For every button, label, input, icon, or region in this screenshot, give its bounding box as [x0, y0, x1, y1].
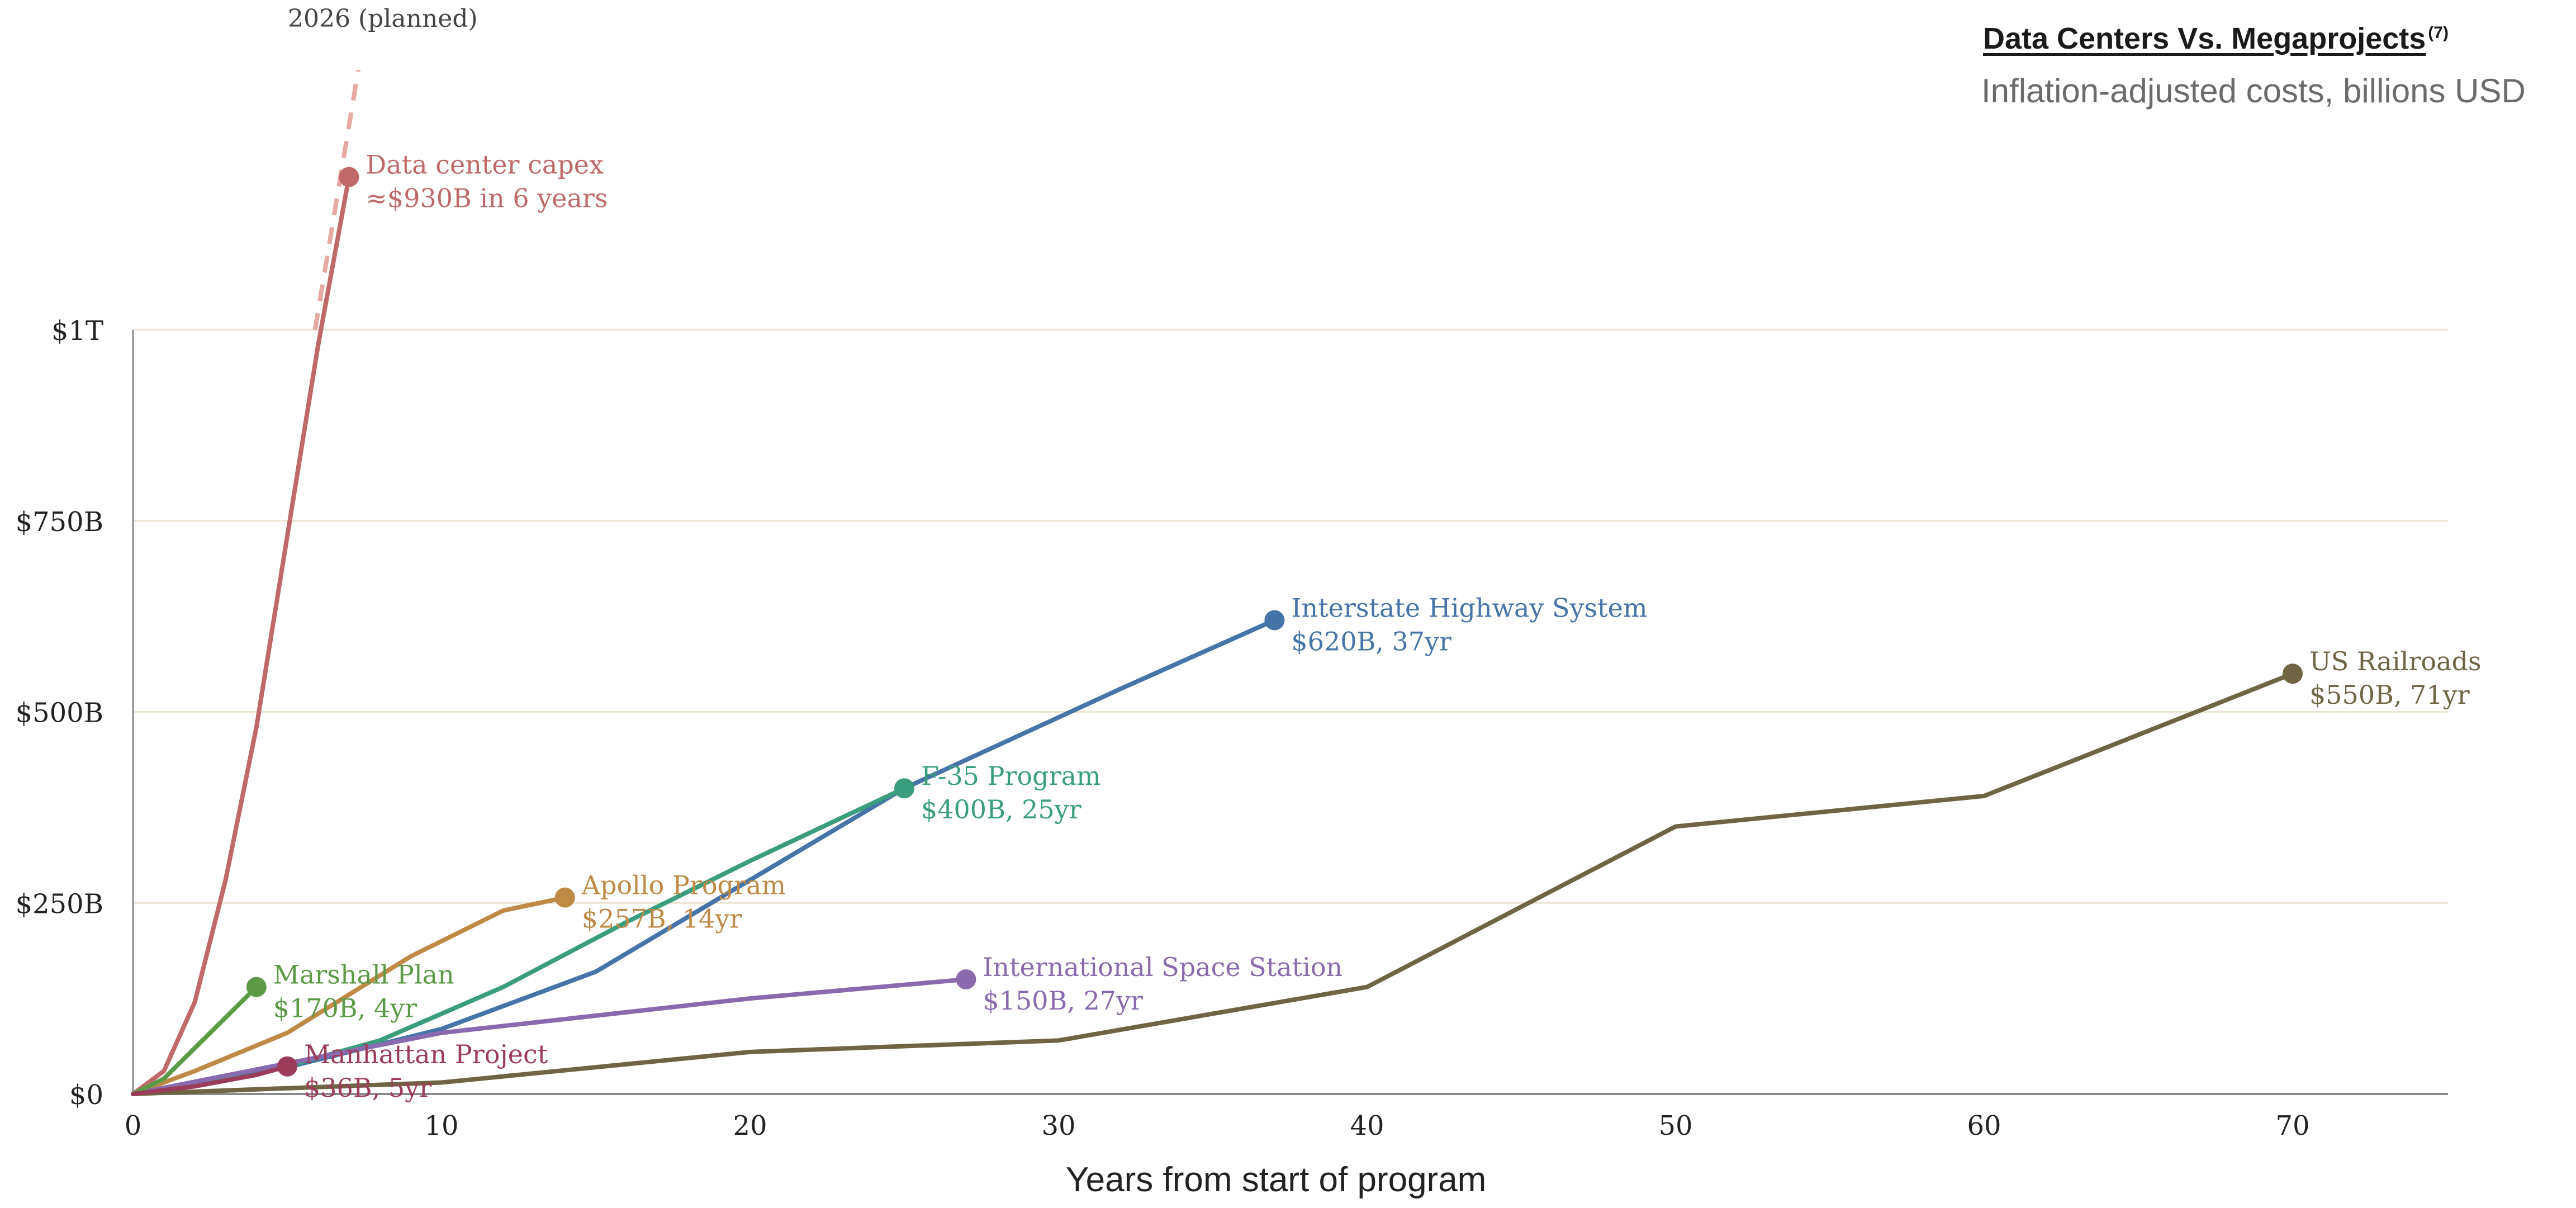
axes: [132, 330, 2448, 1095]
label-railroads-name: US Railroads: [2309, 646, 2482, 676]
end-point-railroads: [2283, 664, 2303, 684]
label-datacenter-value: ≈$930B in 6 years: [366, 183, 608, 214]
data-labels: Data center capex≈$930B in 6 years 2026 (…: [273, 4, 2482, 1103]
end-point-datacenter: [339, 167, 359, 187]
label-f35-name: F-35 Program: [921, 761, 1101, 791]
end-point-manhattan: [277, 1056, 297, 1077]
label-apollo-name: Apollo Program: [581, 870, 786, 901]
end-point-highway: [1264, 610, 1285, 631]
grid-lines: [133, 329, 2448, 904]
series-line-iss: [131, 977, 969, 1096]
series-line-railroads: [131, 671, 2295, 1096]
label-iss-value: $150B, 27yr: [983, 986, 1143, 1016]
tick-labels: $0 $250B $500B $750B $1T 0 10 20 30 40 50 60 70: [16, 315, 2310, 1141]
x-tick-label: 10: [424, 1110, 458, 1141]
series-line-marshall: [131, 984, 259, 1096]
label-highway-value: $620B, 37yr: [1291, 626, 1451, 656]
x-tick-label: 70: [2275, 1110, 2309, 1141]
y-tick-label: $1T: [51, 315, 103, 347]
label-iss-name: International Space Station: [983, 952, 1342, 982]
end-point-iss: [956, 969, 976, 989]
label-manhattan-name: Manhattan Project: [304, 1039, 548, 1069]
label-marshall-value: $170B, 4yr: [273, 993, 417, 1024]
x-tick-label: 50: [1658, 1110, 1692, 1141]
x-axis-label: Years from start of program: [1066, 1160, 1487, 1199]
label-f35-value: $400B, 25yr: [921, 794, 1081, 825]
label-datacenter-name: Data center capex: [366, 150, 604, 180]
x-tick-label: 0: [125, 1110, 142, 1141]
x-tick-label: 60: [1967, 1110, 2001, 1141]
end-point-marshall: [246, 977, 267, 997]
projection-line: [312, 69, 360, 330]
label-manhattan-value: $36B, 5yr: [304, 1073, 431, 1103]
chart-title: Data Centers Vs. Megaprojects (7): [1983, 21, 2449, 56]
x-tick-label: 30: [1041, 1110, 1075, 1141]
y-tick-label: $250B: [16, 888, 103, 920]
end-point-apollo: [554, 887, 575, 908]
label-railroads-value: $550B, 71yr: [2309, 680, 2470, 710]
chart-subtitle: Inflation-adjusted costs, billions USD: [1981, 72, 2526, 110]
x-tick-label: 20: [733, 1110, 767, 1141]
series-line-datacenter: [131, 174, 352, 1096]
series-lines: [131, 69, 2303, 1096]
y-tick-label: $0: [69, 1079, 103, 1111]
footnote-marker: (7): [2428, 23, 2449, 42]
y-tick-label: $500B: [16, 698, 103, 729]
label-marshall-name: Marshall Plan: [273, 960, 454, 990]
projection-label: 2026 (planned): [288, 4, 478, 33]
end-point-f35: [894, 778, 914, 799]
x-tick-label: 40: [1350, 1110, 1384, 1141]
chart-title-text: Data Centers Vs. Megaprojects: [1983, 22, 2426, 55]
y-tick-label: $750B: [16, 506, 103, 538]
series-line-manhattan: [131, 1064, 290, 1096]
label-apollo-value: $257B, 14yr: [582, 904, 742, 934]
label-highway-name: Interstate Highway System: [1291, 593, 1647, 623]
series-line-apollo: [131, 895, 567, 1096]
